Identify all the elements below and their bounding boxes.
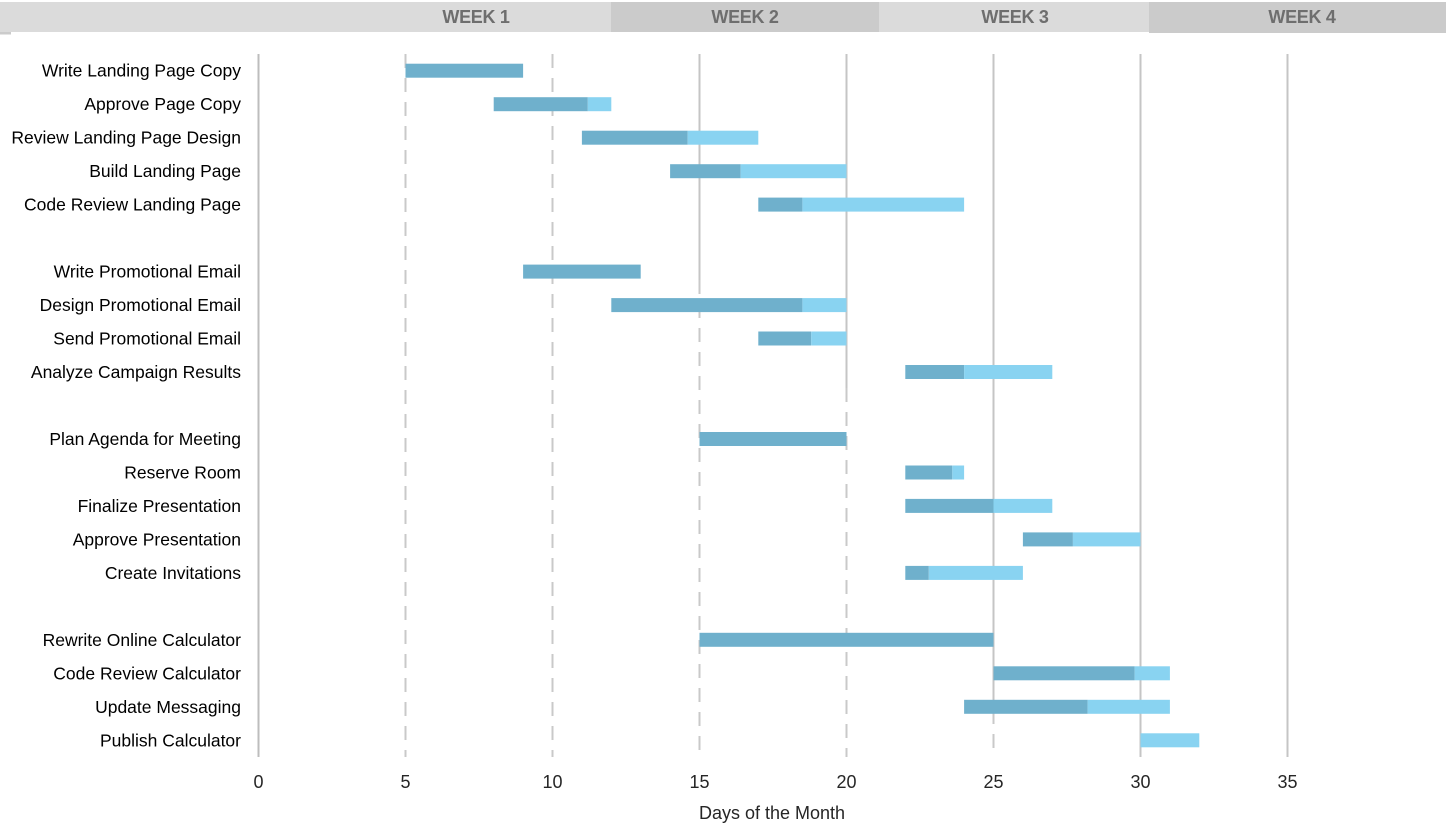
svg-text:Plan Agenda for Meeting: Plan Agenda for Meeting	[49, 429, 241, 449]
svg-text:Send Promotional Email: Send Promotional Email	[53, 329, 241, 349]
svg-text:Days of the Month: Days of the Month	[699, 803, 845, 823]
svg-text:Approve Page Copy: Approve Page Copy	[84, 94, 241, 114]
svg-text:Update Messaging: Update Messaging	[95, 697, 241, 717]
svg-text:15: 15	[689, 772, 709, 792]
svg-text:25: 25	[983, 772, 1003, 792]
svg-text:20: 20	[836, 772, 856, 792]
svg-text:Code Review Calculator: Code Review Calculator	[53, 663, 241, 683]
svg-text:WEEK 2: WEEK 2	[711, 7, 779, 27]
svg-text:0: 0	[253, 772, 263, 792]
svg-text:Code Review Landing Page: Code Review Landing Page	[24, 195, 241, 215]
svg-text:Finalize Presentation: Finalize Presentation	[78, 496, 241, 516]
svg-text:5: 5	[400, 772, 410, 792]
svg-text:Write Promotional Email: Write Promotional Email	[54, 262, 241, 282]
svg-text:Create Invitations: Create Invitations	[105, 563, 241, 583]
svg-text:Analyze Campaign Results: Analyze Campaign Results	[31, 362, 241, 382]
svg-text:35: 35	[1277, 772, 1297, 792]
svg-text:Rewrite Online Calculator: Rewrite Online Calculator	[43, 630, 242, 650]
svg-text:Review Landing Page Design: Review Landing Page Design	[11, 128, 241, 148]
svg-text:Design Promotional Email: Design Promotional Email	[40, 295, 241, 315]
svg-text:10: 10	[542, 772, 562, 792]
svg-text:WEEK 4: WEEK 4	[1268, 7, 1336, 27]
svg-text:Build Landing Page: Build Landing Page	[89, 161, 241, 181]
svg-text:Approve Presentation: Approve Presentation	[73, 529, 241, 549]
svg-text:Write Landing Page Copy: Write Landing Page Copy	[42, 61, 241, 81]
svg-text:30: 30	[1130, 772, 1150, 792]
svg-text:WEEK 3: WEEK 3	[981, 7, 1049, 27]
svg-text:Reserve Room: Reserve Room	[124, 463, 241, 483]
svg-text:WEEK 1: WEEK 1	[442, 7, 510, 27]
svg-text:Publish Calculator: Publish Calculator	[100, 730, 241, 750]
